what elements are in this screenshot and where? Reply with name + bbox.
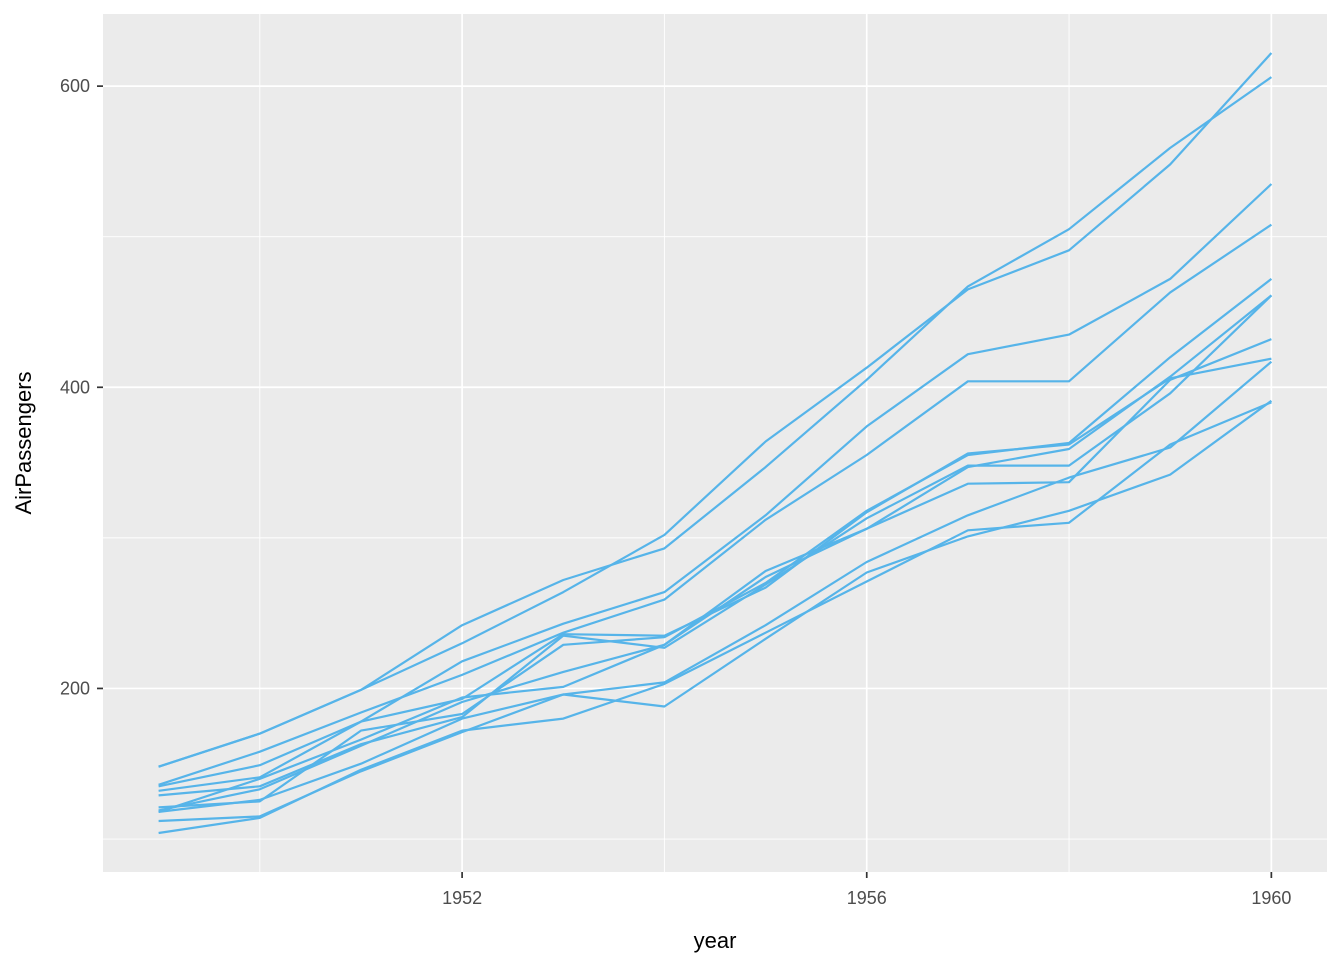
series-line-aug [158, 76, 1273, 768]
series-line-feb [158, 399, 1273, 813]
series-line-jun [158, 183, 1273, 788]
x-tick-label: 1952 [442, 888, 482, 908]
major-gridlines [103, 14, 1327, 872]
data-series-lines [158, 52, 1273, 835]
y-tick-label: 400 [60, 377, 90, 397]
y-tick-label: 600 [60, 76, 90, 96]
series-line-apr [158, 294, 1273, 797]
y-axis-title: AirPassengers [11, 371, 36, 514]
y-axis-tick-labels: 200 400 600 [60, 76, 90, 698]
x-tick-label: 1960 [1251, 888, 1291, 908]
series-line-dec [158, 338, 1272, 813]
series-line-sep [158, 223, 1273, 786]
series-line-nov [158, 401, 1272, 835]
x-axis-tick-labels: 1952 1956 1960 [442, 888, 1291, 908]
plot-panel-background [103, 14, 1327, 872]
x-tick-label: 1956 [847, 888, 887, 908]
axis-tick-marks [97, 85, 1273, 878]
y-tick-label: 200 [60, 678, 90, 698]
series-line-oct [158, 294, 1273, 812]
x-axis-title: year [694, 928, 737, 953]
